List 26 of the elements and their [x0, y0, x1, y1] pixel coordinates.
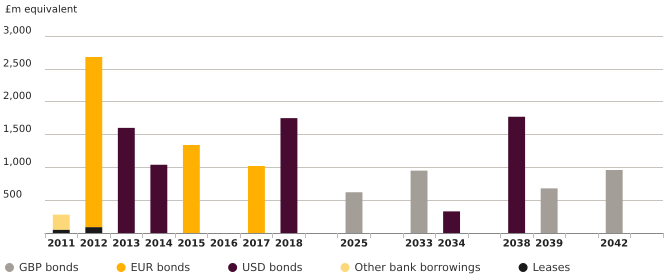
x-tick-label: 2038	[502, 238, 531, 250]
x-tick-label: 2015	[177, 238, 206, 250]
x-tick-label: 2012	[80, 238, 108, 250]
x-tick-label: 2034	[438, 238, 466, 250]
y-tick-label: 2,000	[3, 91, 32, 102]
x-tick-label: 2018	[275, 238, 303, 250]
y-tick-label: 500	[3, 190, 22, 201]
legend-label: GBP bonds	[19, 261, 79, 274]
x-tick-label: 2016	[210, 238, 238, 250]
legend-label: USD bonds	[242, 261, 303, 274]
x-tick-label: 2017	[242, 238, 270, 250]
x-tick-label: 2011	[47, 238, 76, 250]
x-tick-label: 2013	[112, 238, 140, 250]
y-axis-title: £m equivalent	[5, 4, 78, 16]
y-tick-label: 2,500	[3, 58, 32, 70]
x-tick-label: 2033	[405, 238, 434, 250]
y-tick-label: 3,000	[3, 26, 32, 36]
legend-label: Other bank borrowings	[354, 261, 481, 274]
x-tick-label: 2039	[535, 238, 564, 250]
x-tick-label: 2025	[340, 238, 368, 250]
x-tick-label: 2014	[144, 238, 173, 250]
y-tick-label: 1,000	[3, 156, 32, 168]
legend-label: Leases	[532, 261, 571, 274]
y-tick-label: 1,500	[3, 124, 32, 135]
legend-label: EUR bonds	[130, 261, 190, 274]
x-tick-label: 2042	[600, 238, 628, 250]
